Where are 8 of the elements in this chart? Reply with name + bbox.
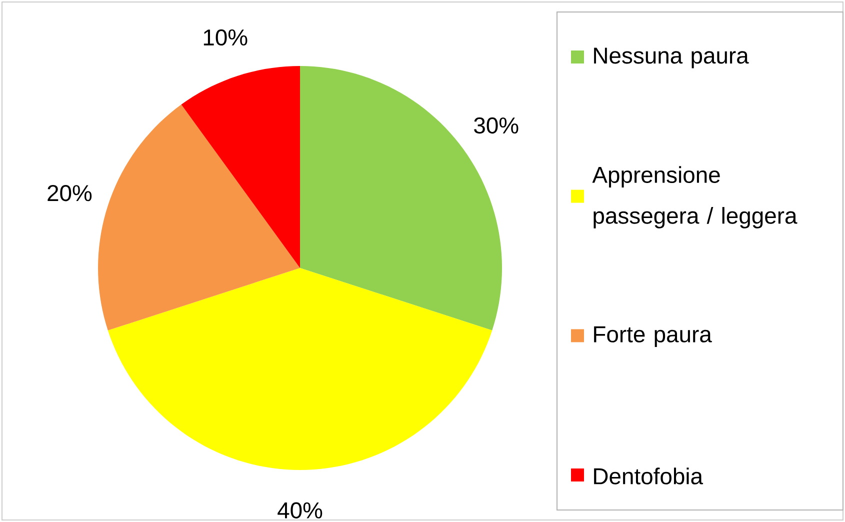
data-label: 30% [474,117,518,134]
data-label: 10% [204,29,248,46]
legend-label: Apprensione passegera / leggera [592,166,798,228]
legend-label: Forte paura [594,326,712,347]
data-label: 20% [48,184,92,202]
data-label: 40% [278,502,322,518]
legend-label: Nessuna paura [594,48,749,68]
legend-label: Dentofobia [594,468,704,484]
